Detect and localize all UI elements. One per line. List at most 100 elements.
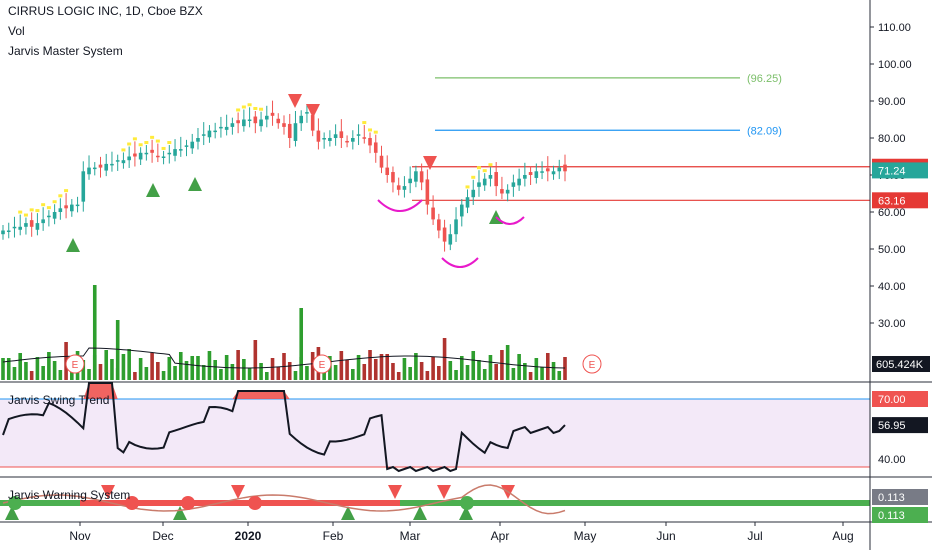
candle-body <box>333 134 338 138</box>
swing-trend-title[interactable]: Jarvis Swing Trend <box>8 393 110 407</box>
trend-dot <box>155 139 160 143</box>
price-tick-label: 60.00 <box>878 207 906 219</box>
candle-body <box>328 138 332 141</box>
candle-body <box>230 123 235 127</box>
candle-body <box>259 119 263 127</box>
volume-bar <box>156 362 160 380</box>
master-system-label[interactable]: Jarvis Master System <box>8 44 123 58</box>
volume-bar <box>356 355 361 380</box>
volume-bar <box>322 370 326 380</box>
candle-body <box>64 205 68 209</box>
trend-dot <box>167 141 172 145</box>
pattern-arc <box>441 257 479 268</box>
time-axis[interactable]: Nov Dec 2020 Feb Mar Apr May Jun Jul Aug <box>69 522 854 543</box>
volume-indicator-label[interactable]: Vol <box>8 24 25 38</box>
symbol-title[interactable]: CIRRUS LOGIC INC, 1D, Cboe BZX <box>8 4 203 18</box>
level-tag-label: 63.16 <box>878 195 906 207</box>
volume-bar <box>477 360 481 380</box>
volume-bar <box>505 345 510 380</box>
price-tick-label: 50.00 <box>878 244 906 256</box>
trend-dot <box>52 200 57 204</box>
volume-bar <box>408 367 412 380</box>
volume-bar <box>127 349 131 380</box>
volume-bar <box>431 357 435 380</box>
swing-trend-pane <box>0 382 870 473</box>
volume-bar <box>293 371 298 380</box>
volume-bar <box>219 369 223 380</box>
time-tick-label: Mar <box>400 529 421 543</box>
candle-body <box>115 160 120 162</box>
candle-body <box>563 164 567 172</box>
volume-bar <box>144 367 149 380</box>
candle-body <box>402 186 407 190</box>
candle-body <box>523 175 527 179</box>
candle-body <box>465 197 470 208</box>
volume-bar <box>150 353 154 380</box>
price-candles <box>1 100 567 252</box>
volume-bar <box>494 364 498 380</box>
trend-dot <box>58 194 63 198</box>
volume-bar <box>563 357 567 380</box>
trend-dot <box>161 146 166 150</box>
volume-bar <box>18 353 23 380</box>
candle-body <box>419 171 424 183</box>
candle-body <box>47 215 51 218</box>
buy-signal-icon <box>146 183 160 197</box>
trend-dot <box>144 141 149 145</box>
candle-body <box>339 131 344 138</box>
trend-dot <box>476 166 481 170</box>
warning-dot <box>248 496 262 510</box>
candle-body <box>391 172 395 183</box>
candle-body <box>24 223 28 227</box>
trend-dot <box>23 213 28 217</box>
candle-body <box>1 230 5 235</box>
warning-value-label: 0.113 <box>878 492 905 504</box>
price-tick-label: 80.00 <box>878 133 906 145</box>
price-axis[interactable]: 110.00 100.00 90.00 80.00 70.00 60.00 50.00 40.… <box>869 0 930 550</box>
candle-body <box>557 167 562 172</box>
earnings-marker <box>582 354 602 374</box>
warning-buy-icon <box>5 506 19 520</box>
time-tick-label: Aug <box>832 529 853 543</box>
level-tag <box>872 192 928 209</box>
volume-bar <box>6 358 11 380</box>
warning-buy-icon <box>413 506 427 520</box>
warning-system-title[interactable]: Jarvis Warning System <box>8 488 131 502</box>
volume-bar <box>339 351 344 380</box>
sell-signal-icon <box>423 156 437 170</box>
candle-body <box>534 171 539 178</box>
trend-dot <box>373 130 378 134</box>
candle-body <box>270 112 275 116</box>
swing-trend-line <box>2 382 566 473</box>
volume-bar-spike <box>115 320 120 380</box>
candle-body <box>29 220 34 227</box>
candle-body <box>184 145 189 147</box>
volume-bar <box>482 369 487 380</box>
warning-dot <box>460 496 474 510</box>
volume-bar <box>368 350 372 380</box>
volume-bar <box>471 351 476 380</box>
volume-bar <box>528 372 533 380</box>
trend-dot <box>362 121 367 125</box>
candle-body <box>161 156 166 158</box>
volume-bar <box>98 364 103 380</box>
candle-body <box>18 226 23 230</box>
volume-bar <box>425 371 430 380</box>
volume-bar <box>184 361 189 380</box>
candle-body <box>242 119 246 127</box>
trend-dot <box>121 148 126 152</box>
candle-body <box>127 156 131 161</box>
price-tick-label: 90.00 <box>878 96 906 108</box>
volume-bar <box>465 365 470 380</box>
volume-bar <box>190 356 195 380</box>
trend-dot <box>46 206 51 210</box>
volume-bar <box>81 360 86 380</box>
candle-body <box>500 189 504 194</box>
volume-tag <box>872 356 930 372</box>
price-grid <box>0 381 932 523</box>
trend-dot <box>138 143 143 147</box>
volume-bar <box>173 366 177 380</box>
volume-bar <box>545 353 550 380</box>
candle-body <box>253 116 258 124</box>
